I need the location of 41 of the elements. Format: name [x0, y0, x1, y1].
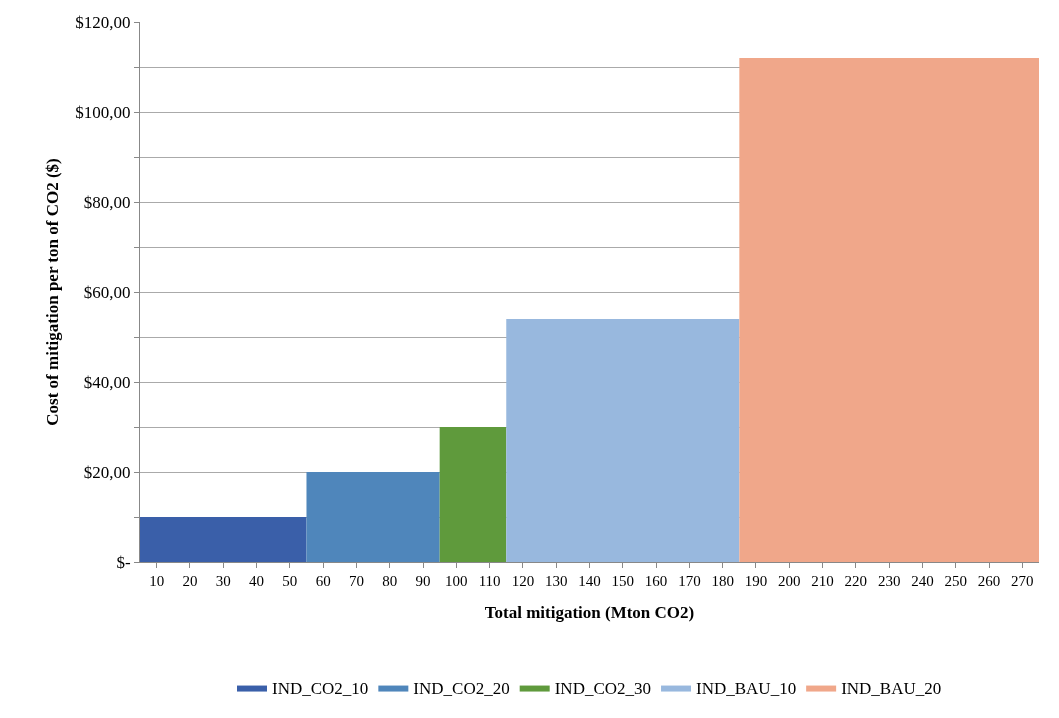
x-tick-label: 130: [544, 573, 568, 589]
x-tick-label: 140: [578, 573, 601, 589]
y-tick-label: $-: [116, 552, 131, 572]
x-tick-label: 20: [182, 573, 198, 589]
y-tick-label: $100,00: [75, 102, 131, 122]
x-tick-label: 30: [215, 573, 231, 589]
y-tick-label: $60,00: [83, 282, 131, 302]
y-tick-label: $40,00: [83, 372, 131, 392]
x-tick-label: 220: [844, 573, 868, 589]
x-tick-label: 40: [249, 573, 265, 589]
x-tick-label: 90: [415, 573, 431, 589]
y-axis-title: Cost of mitigation per ton of CO2 ($): [42, 158, 62, 426]
x-tick-label: 230: [877, 573, 901, 589]
x-tick-label: 80: [382, 573, 398, 589]
x-tick-label: 270: [1011, 573, 1034, 589]
y-tick-label: $20,00: [83, 462, 131, 482]
x-tick-label: 150: [611, 573, 635, 589]
legend-label: IND_CO2_10: [272, 679, 369, 699]
x-tick-label: 170: [678, 573, 701, 589]
x-tick-label: 190: [744, 573, 768, 589]
x-axis-title: Total mitigation (Mton CO2): [484, 603, 695, 623]
legend-label: IND_CO2_30: [554, 679, 652, 699]
legend-label: IND_CO2_20: [413, 679, 510, 699]
x-tick-label: 180: [711, 573, 734, 589]
x-tick-label: 160: [644, 573, 668, 589]
y-tick-label: $120,00: [75, 12, 131, 32]
x-tick-label: 50: [282, 573, 298, 589]
x-tick-label: 10: [149, 573, 165, 589]
x-tick-label: 70: [348, 573, 364, 589]
legend-label: IND_BAU_20: [841, 679, 942, 699]
x-tick-label: 100: [445, 573, 468, 589]
x-tick-label: 260: [977, 573, 1001, 589]
legend-label: IND_BAU_10: [696, 679, 797, 699]
x-tick-label: 110: [478, 573, 501, 589]
x-tick-label: 250: [944, 573, 968, 589]
x-tick-label: 240: [911, 573, 934, 589]
x-tick-label: 60: [315, 573, 331, 589]
y-tick-label: $80,00: [83, 192, 131, 212]
x-tick-label: 120: [511, 573, 535, 589]
x-tick-label: 200: [778, 573, 801, 589]
x-tick-label: 210: [811, 573, 834, 589]
